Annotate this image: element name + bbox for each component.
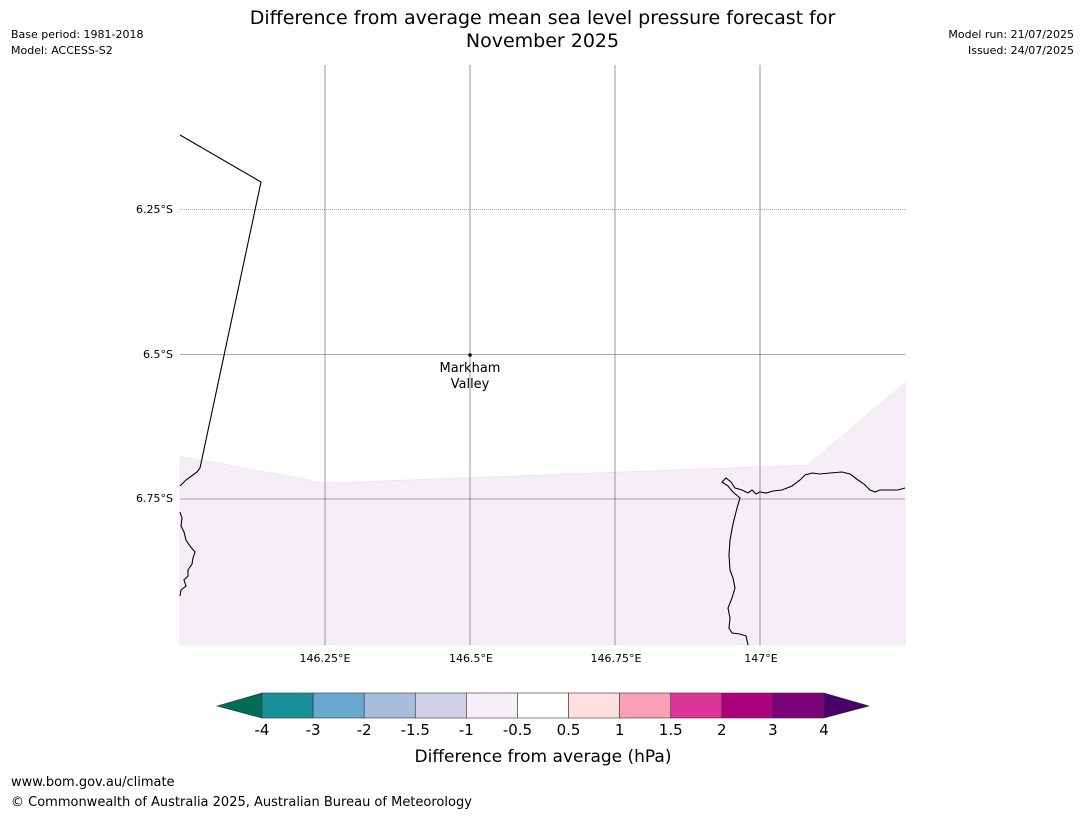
east-coastline — [721, 471, 906, 646]
colorbar-cells — [261, 692, 825, 719]
colorbar-tick-label: -3 — [306, 721, 321, 739]
colorbar-tick-label: 1 — [615, 721, 625, 739]
lat-label: 6.75°S — [136, 492, 173, 505]
colorbar-tick-label: 3 — [768, 721, 778, 739]
place-name-line-1: Markham — [440, 361, 501, 376]
anomaly-shading — [179, 382, 906, 646]
place-markham-valley: Markham Valley — [440, 353, 501, 392]
title-line-1: Difference from average mean sea level p… — [249, 7, 836, 29]
footer-copyright: © Commonwealth of Australia 2025, Austra… — [11, 795, 472, 810]
colorbar-tick-label: -1.5 — [401, 721, 430, 739]
base-period: Base period: 1981-2018 — [11, 28, 144, 41]
colorbar-tick-label: -1 — [459, 721, 474, 739]
lon-label: 146.75°E — [591, 652, 642, 665]
lon-label: 146.5°E — [449, 652, 493, 665]
colorbar-tick-labels: -4 -3 -2 -1.5 -1 -0.5 0.5 1 1.5 2 3 4 — [255, 721, 829, 739]
colorbar-over-arrow — [823, 692, 871, 719]
colorbar-tick-label: 4 — [819, 721, 829, 739]
colorbar-cell — [414, 692, 467, 719]
map-panel: Markham Valley 146.25°E 146.5°E 146.75°E… — [136, 65, 906, 665]
coastlines — [179, 134, 906, 646]
colorbar-cell — [670, 692, 723, 719]
lat-label: 6.25°S — [136, 203, 173, 216]
colorbar-cell — [772, 692, 825, 719]
border-line — [179, 134, 262, 487]
colorbar-label: Difference from average (hPa) — [415, 747, 672, 767]
colorbar-tick-label: 1.5 — [659, 721, 683, 739]
title-line-2: November 2025 — [465, 30, 620, 52]
lat-label: 6.5°S — [143, 348, 173, 361]
colorbar-tick-label: -2 — [357, 721, 372, 739]
colorbar: -4 -3 -2 -1.5 -1 -0.5 0.5 1 1.5 2 3 4 Difference fr… — [215, 692, 871, 767]
latitude-labels: 6.25°S 6.5°S 6.75°S — [136, 203, 173, 505]
colorbar-cell — [312, 692, 365, 719]
colorbar-tick-label: 0.5 — [557, 721, 581, 739]
colorbar-cell — [619, 692, 672, 719]
footer-url: www.bom.gov.au/climate — [11, 775, 175, 790]
issued-date: Issued: 24/07/2025 — [967, 44, 1074, 57]
model-run: Model run: 21/07/2025 — [948, 28, 1074, 41]
colorbar-under-arrow — [215, 692, 263, 719]
colorbar-cell — [466, 692, 518, 719]
colorbar-tick-label: 2 — [717, 721, 727, 739]
colorbar-cell — [568, 692, 620, 719]
colorbar-cell — [517, 692, 569, 719]
page-title: Difference from average mean sea level p… — [0, 7, 1085, 53]
colorbar-cell — [363, 692, 416, 719]
colorbar-cell — [261, 692, 314, 719]
lon-label: 146.25°E — [300, 652, 351, 665]
header-meta-left: Base period: 1981-2018 Model: ACCESS-S2 — [11, 27, 143, 59]
colorbar-tick-label: -4 — [255, 721, 270, 739]
place-name-line-2: Valley — [451, 377, 490, 392]
model-name: Model: ACCESS-S2 — [11, 44, 113, 57]
place-marker-dot — [468, 353, 472, 357]
longitude-labels: 146.25°E 146.5°E 146.75°E 147°E — [300, 652, 778, 665]
gridlines — [180, 65, 905, 645]
colorbar-cell — [721, 692, 774, 719]
west-coastline — [179, 511, 196, 597]
header-meta-right: Model run: 21/07/2025 Issued: 24/07/2025 — [948, 27, 1074, 59]
lon-label: 147°E — [744, 652, 777, 665]
colorbar-tick-label: -0.5 — [503, 721, 532, 739]
